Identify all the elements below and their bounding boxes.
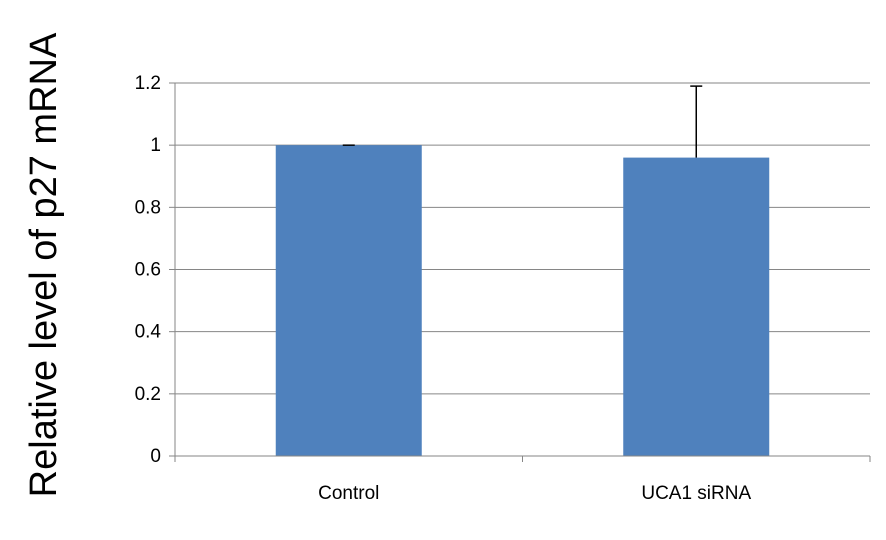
bars [275,145,770,456]
y-tick-label: 0.8 [135,197,161,218]
y-tick-label: 0 [150,446,161,467]
x-tick-label: UCA1 siRNA [641,483,751,504]
y-tick-label: 1 [150,135,161,156]
y-axis-label: Relative level of p27 mRNA [23,32,65,497]
x-tick-label: Control [318,483,379,504]
bar-uca1-sirna [623,157,770,456]
y-tick-label: 0.6 [135,260,161,281]
x-tick-labels: Control UCA1 siRNA [318,483,751,504]
y-tick-labels: 0 0.2 0.4 0.6 0.8 1 1.2 [135,73,162,467]
y-tick-label: 0.4 [135,322,162,343]
axes [169,82,871,462]
y-tick-label: 0.2 [135,384,161,405]
error-bars [342,85,703,158]
y-tick-label: 1.2 [135,73,161,94]
bar-control [275,145,422,456]
